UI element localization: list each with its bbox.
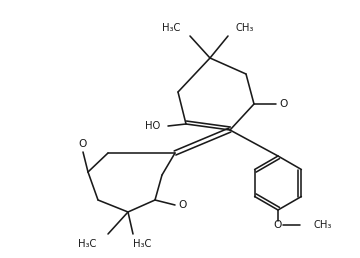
Text: HO: HO — [145, 121, 161, 131]
Text: O: O — [179, 200, 187, 210]
Text: H₃C: H₃C — [78, 239, 96, 249]
Text: CH₃: CH₃ — [314, 220, 332, 230]
Text: CH₃: CH₃ — [236, 23, 255, 33]
Text: O: O — [280, 99, 288, 109]
Text: H₃C: H₃C — [162, 23, 180, 33]
Text: O: O — [274, 220, 282, 230]
Text: H₃C: H₃C — [133, 239, 151, 249]
Text: O: O — [79, 139, 87, 149]
